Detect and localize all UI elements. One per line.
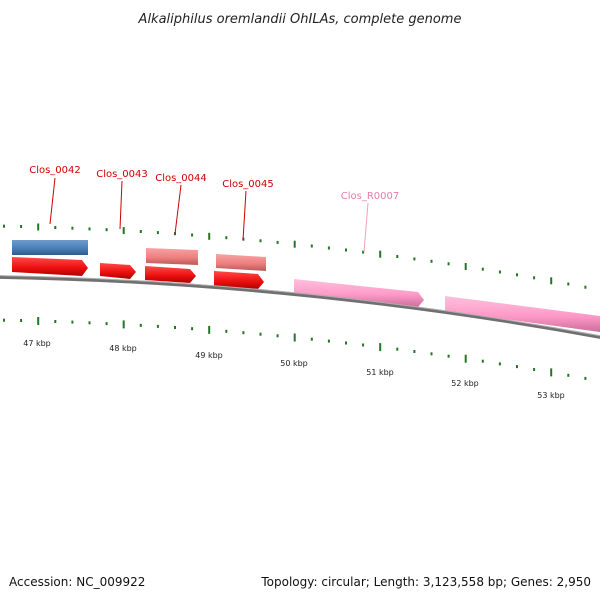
- scale-label-49: 49 kbp: [195, 351, 223, 360]
- upper-tick-row: [3, 223, 587, 289]
- genome-summary-text: Topology: circular; Length: 3,123,558 bp…: [260, 575, 591, 589]
- scale-label-53: 53 kbp: [537, 391, 565, 400]
- scale-label-50: 50 kbp: [280, 359, 308, 368]
- lower-tick-row: [3, 317, 587, 380]
- cds-arrow-2[interactable]: [100, 263, 136, 279]
- label-clos-0043: Clos_0043: [96, 169, 148, 180]
- scale-label-47: 47 kbp: [23, 339, 51, 348]
- gene-clos-0044[interactable]: [146, 248, 198, 265]
- gene-clos-r0007[interactable]: [294, 279, 424, 307]
- gene-track: [12, 240, 600, 332]
- scale-label-48: 48 kbp: [109, 344, 137, 353]
- genome-backbone: [0, 275, 600, 339]
- label-clos-0042: Clos_0042: [29, 165, 81, 176]
- backbone-highlight: [0, 275, 600, 337]
- scale-label-52: 52 kbp: [451, 379, 479, 388]
- cds-arrow-4[interactable]: [214, 271, 264, 289]
- accession-text: Accession: NC_009922: [9, 575, 145, 589]
- genome-title: Alkaliphilus oremlandii OhILAs, complete…: [138, 12, 462, 27]
- cds-arrow-1[interactable]: [12, 257, 88, 276]
- rrna-gene-2[interactable]: [445, 296, 600, 332]
- cds-arrow-3[interactable]: [145, 266, 196, 283]
- scale-label-51: 51 kbp: [366, 368, 394, 377]
- gene-clos-0042[interactable]: [12, 240, 88, 255]
- gene-clos-0045[interactable]: [216, 254, 266, 271]
- label-clos-r0007: Clos_R0007: [341, 191, 400, 202]
- label-leaders: [49, 177, 369, 253]
- label-clos-0045: Clos_0045: [222, 179, 274, 190]
- label-clos-0044: Clos_0044: [155, 173, 207, 184]
